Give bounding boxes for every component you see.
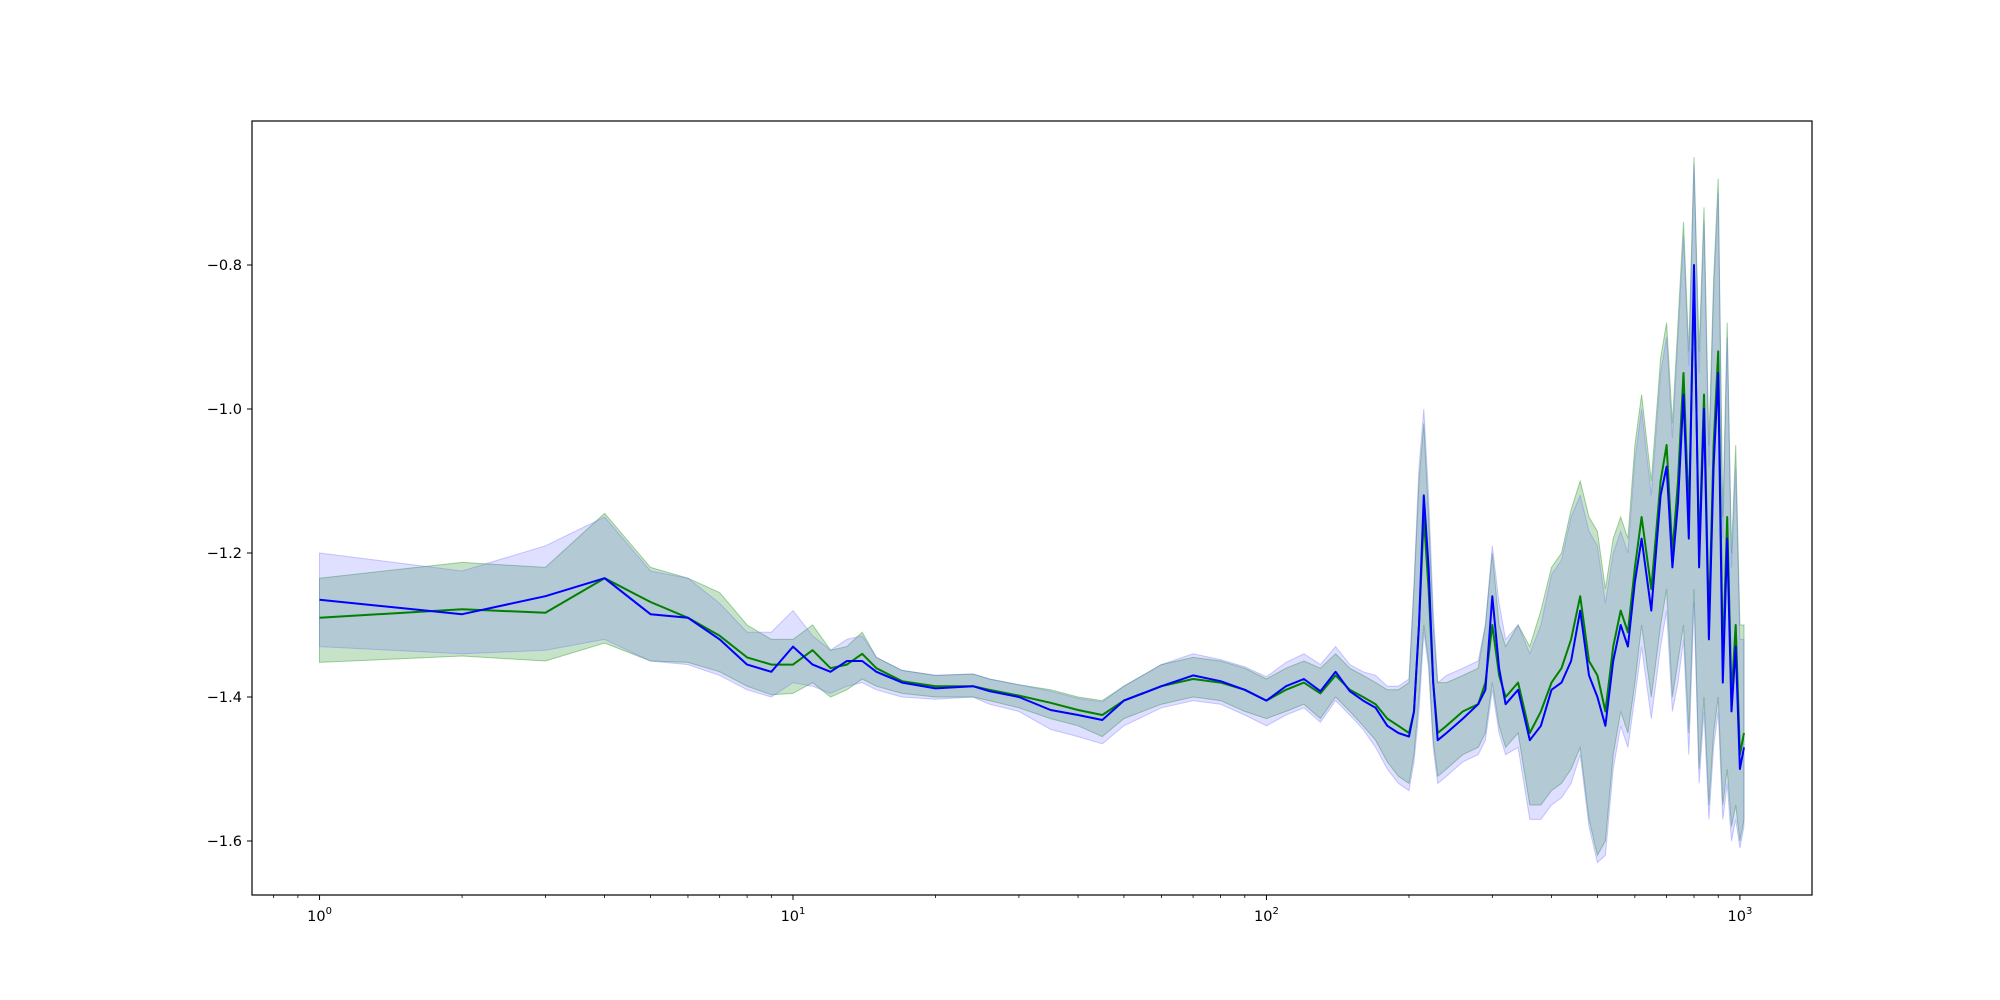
y-axis: −0.8 −1.0 −1.2 −1.4 −1.6 (207, 258, 252, 850)
y-tick-label-2: −1.2 (207, 546, 242, 562)
plot-frame (251, 120, 1813, 896)
y-tick-label-3: −1.4 (207, 690, 242, 706)
series-line-1 (319, 264, 1745, 770)
series-band-0 (319, 156, 1745, 857)
y-tick-label-0: −0.8 (207, 258, 242, 274)
confidence-bands (319, 156, 1745, 864)
x-tick-label-0: 100 (307, 906, 332, 925)
x-tick-label-2: 102 (1254, 906, 1279, 925)
series-lines (319, 264, 1745, 770)
series-band-1 (319, 164, 1745, 864)
x-tick-label-3: 103 (1727, 906, 1752, 925)
x-tick-label-1: 101 (781, 906, 806, 925)
y-tick-label-4: −1.6 (207, 834, 242, 850)
y-tick-label-1: −1.0 (207, 402, 242, 418)
plot-background (252, 121, 1812, 895)
x-axis: 100 101 102 103 (273, 895, 1752, 925)
